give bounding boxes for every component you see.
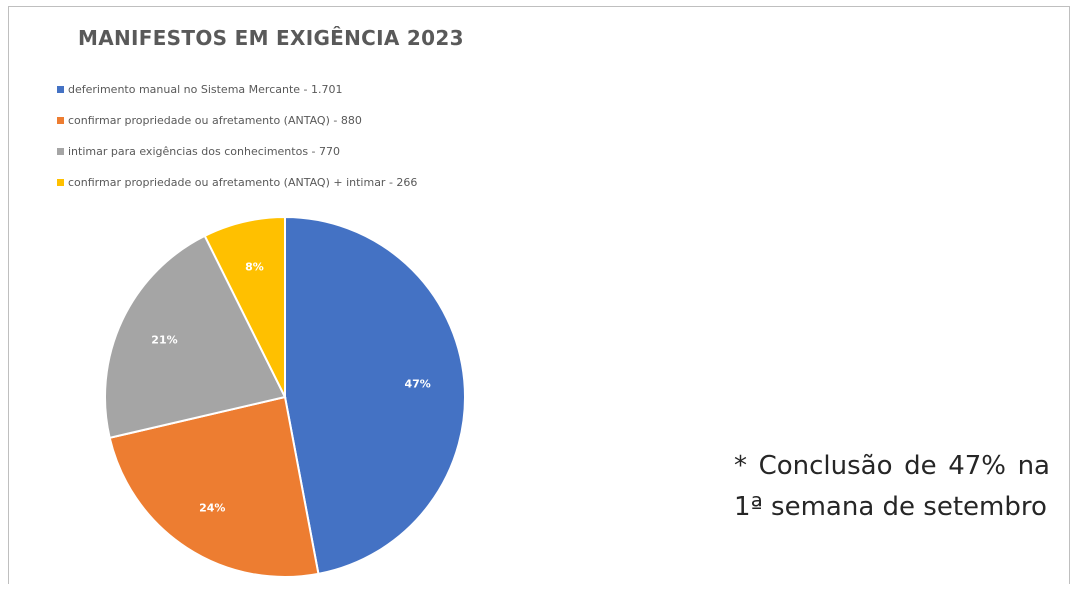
slice-data-label: 8%: [245, 260, 264, 273]
conclusion-note: * Conclusão de 47% na 1ª semana de setem…: [734, 446, 1050, 528]
slice-data-label: 21%: [151, 333, 177, 346]
pie-slice: [285, 217, 465, 574]
slice-data-label: 24%: [199, 502, 225, 515]
slice-data-label: 47%: [404, 378, 430, 391]
